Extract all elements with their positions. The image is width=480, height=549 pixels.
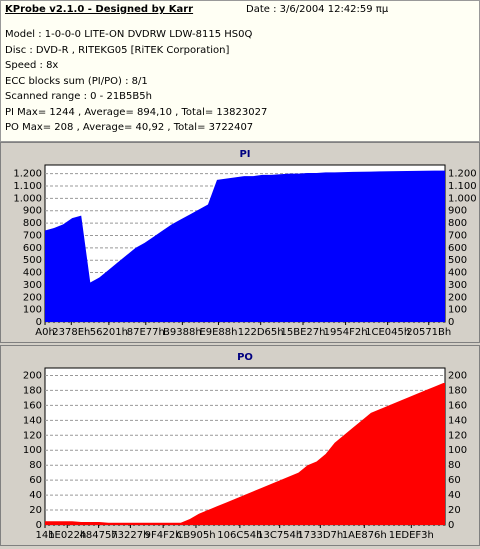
y-tick-label: 800 (23, 218, 42, 229)
y-tick-label: 1.100 (13, 181, 42, 192)
y2-tick-label: 1.100 (448, 181, 477, 192)
chart-title: PO (237, 352, 253, 363)
info-line: Speed : 8x (5, 60, 59, 71)
y2-tick-label: 80 (448, 460, 461, 471)
y-tick-label: 120 (23, 430, 42, 441)
y2-tick-label: 500 (448, 255, 467, 266)
info-line: Model : 1-0-0-0 LITE-ON DVDRW LDW-8115 H… (5, 29, 253, 40)
info-panel: KProbe v2.1.0 - Designed by Karr Date : … (0, 0, 480, 142)
x-tick-label: 15BE27h (281, 327, 326, 338)
y2-tick-label: 60 (448, 475, 461, 486)
info-line: PI Max= 1244 , Average= 894,10 , Total= … (5, 106, 268, 118)
y-tick-label: 500 (23, 255, 42, 266)
y2-tick-label: 200 (448, 292, 467, 303)
info-line: ECC blocks sum (PI/PO) : 8/1 (5, 75, 148, 87)
y-tick-label: 600 (23, 243, 42, 254)
y2-tick-label: 900 (448, 206, 467, 217)
y-tick-label: 140 (23, 415, 42, 426)
info-line: PO Max= 208 , Average= 40,92 , Total= 37… (5, 122, 254, 133)
x-tick-label: 14h (35, 530, 54, 541)
y2-tick-label: 700 (448, 230, 467, 241)
x-tick-label: 87E77h (127, 327, 165, 338)
y2-tick-label: 140 (448, 415, 467, 426)
area (45, 382, 445, 525)
x-tick-label: CB905h (176, 530, 215, 541)
y2-tick-label: 20 (448, 505, 461, 516)
y-tick-label: 1.200 (13, 169, 42, 180)
y2-tick-label: 200 (448, 370, 467, 381)
y2-tick-label: 180 (448, 385, 467, 396)
x-tick-label: B9388h (163, 327, 202, 338)
x-tick-label: 20571Bh (406, 327, 451, 338)
y2-tick-label: 0 (448, 317, 454, 328)
x-tick-label: 1E022h (48, 530, 86, 541)
x-tick-label: 1733D7h (297, 530, 343, 541)
x-tick-label: 9F4F2h (145, 530, 182, 541)
info-line: Disc : DVD-R , RITEKG05 [RiTEK Corporati… (5, 44, 230, 56)
y2-tick-label: 40 (448, 490, 461, 501)
y-tick-label: 40 (29, 490, 42, 501)
y2-tick-label: 100 (448, 445, 467, 456)
y2-tick-label: 0 (448, 520, 454, 531)
x-tick-label: 56201h (90, 327, 128, 338)
y-tick-label: 180 (23, 385, 42, 396)
y-tick-label: 100 (23, 305, 42, 316)
y2-tick-label: 100 (448, 305, 467, 316)
app-title: KProbe v2.1.0 - Designed by Karr (5, 4, 194, 15)
x-tick-label: E9E88h (199, 327, 237, 338)
y-tick-label: 20 (29, 505, 42, 516)
y2-tick-label: 400 (448, 268, 467, 279)
x-tick-label: 1954F2h (324, 327, 368, 338)
x-tick-label: 122D65h (238, 327, 284, 338)
x-tick-label: 1EDEF3h (389, 530, 434, 541)
chart-title: PI (239, 149, 250, 160)
y-tick-label: 160 (23, 400, 42, 411)
x-tick-label: 106C54h (217, 530, 262, 541)
y-tick-label: 100 (23, 445, 42, 456)
y-tick-label: 0 (36, 520, 42, 531)
x-tick-label: 2378Eh (52, 327, 90, 338)
y-tick-label: 300 (23, 280, 42, 291)
y-tick-label: 80 (29, 460, 42, 471)
y-tick-label: 200 (23, 370, 42, 381)
scan-date: Date : 3/6/2004 12:42:59 πμ (246, 4, 389, 15)
y-tick-label: 400 (23, 268, 42, 279)
y2-tick-label: 1.000 (448, 193, 477, 204)
y2-tick-label: 300 (448, 280, 467, 291)
y-tick-label: 1.000 (13, 193, 42, 204)
x-tick-label: 13C754h (257, 530, 302, 541)
y-tick-label: 700 (23, 230, 42, 241)
info-line: Scanned range : 0 - 21B5B5h (5, 91, 152, 102)
x-tick-label: 73227h (111, 530, 149, 541)
y2-tick-label: 600 (448, 243, 467, 254)
x-tick-label: 1AE876h (342, 530, 387, 541)
y2-tick-label: 1.200 (448, 169, 477, 180)
y-tick-label: 60 (29, 475, 42, 486)
y-tick-label: 900 (23, 206, 42, 217)
y-tick-label: 0 (36, 317, 42, 328)
area (45, 170, 445, 322)
x-tick-label: A0h (35, 327, 55, 338)
y2-tick-label: 160 (448, 400, 467, 411)
y-tick-label: 200 (23, 292, 42, 303)
y2-tick-label: 120 (448, 430, 467, 441)
x-tick-label: 1CE045h (365, 327, 410, 338)
y2-tick-label: 800 (448, 218, 467, 229)
x-tick-label: 48475h (80, 530, 118, 541)
